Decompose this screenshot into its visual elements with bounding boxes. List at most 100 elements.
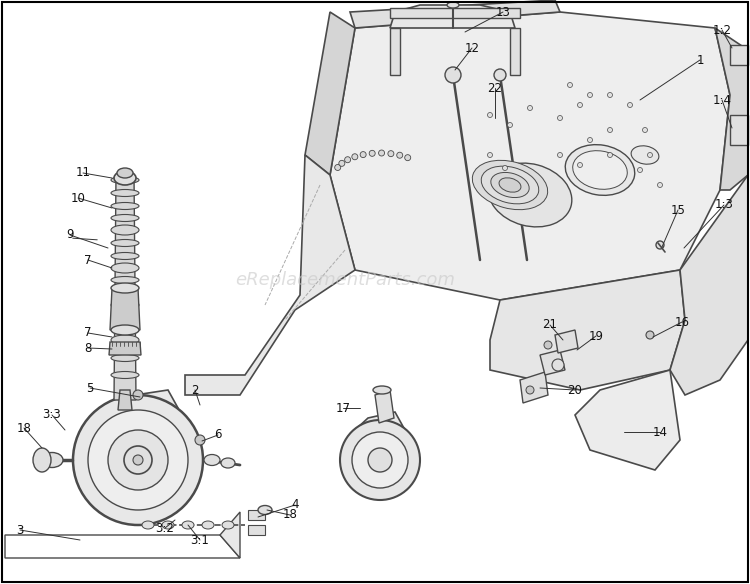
Polygon shape: [540, 350, 565, 375]
Ellipse shape: [114, 171, 136, 185]
Polygon shape: [715, 28, 748, 190]
Circle shape: [124, 446, 152, 474]
Text: 5: 5: [86, 381, 94, 395]
Ellipse shape: [111, 300, 139, 310]
Circle shape: [339, 161, 345, 166]
Polygon shape: [5, 535, 240, 558]
Circle shape: [360, 152, 366, 158]
Ellipse shape: [221, 458, 235, 468]
Text: 7: 7: [84, 253, 92, 266]
Ellipse shape: [142, 521, 154, 529]
Circle shape: [368, 448, 392, 472]
Text: 16: 16: [674, 315, 689, 328]
Ellipse shape: [631, 146, 659, 164]
Polygon shape: [185, 155, 355, 395]
Circle shape: [608, 152, 613, 158]
Polygon shape: [390, 8, 520, 18]
Polygon shape: [114, 175, 136, 400]
Circle shape: [552, 359, 564, 371]
Polygon shape: [575, 370, 680, 470]
Text: 22: 22: [488, 82, 502, 95]
Circle shape: [578, 103, 583, 107]
Circle shape: [557, 116, 562, 120]
Ellipse shape: [566, 145, 634, 196]
Text: 21: 21: [542, 318, 557, 332]
Circle shape: [352, 432, 408, 488]
Text: 6: 6: [214, 429, 222, 442]
Ellipse shape: [111, 214, 139, 221]
Circle shape: [345, 157, 351, 163]
Text: 1:2: 1:2: [712, 23, 731, 36]
Ellipse shape: [111, 354, 139, 361]
Text: 13: 13: [496, 5, 511, 19]
Ellipse shape: [222, 521, 234, 529]
Polygon shape: [109, 342, 141, 355]
Polygon shape: [305, 12, 355, 175]
Circle shape: [379, 150, 385, 156]
Text: 10: 10: [70, 192, 86, 204]
Polygon shape: [390, 5, 515, 28]
Circle shape: [647, 152, 652, 158]
Ellipse shape: [373, 386, 391, 394]
Ellipse shape: [111, 276, 139, 283]
Text: 1: 1: [696, 54, 703, 67]
Circle shape: [334, 165, 340, 171]
Ellipse shape: [490, 172, 530, 197]
Text: 12: 12: [464, 41, 479, 54]
Circle shape: [369, 150, 375, 157]
Circle shape: [527, 106, 532, 110]
Polygon shape: [490, 270, 685, 390]
Ellipse shape: [472, 161, 548, 210]
Ellipse shape: [111, 203, 139, 210]
Ellipse shape: [447, 2, 459, 8]
Text: 20: 20: [568, 384, 583, 397]
Text: 3:2: 3:2: [155, 522, 175, 534]
Polygon shape: [390, 28, 400, 75]
Polygon shape: [350, 0, 560, 28]
Circle shape: [568, 82, 572, 88]
Circle shape: [557, 152, 562, 158]
Circle shape: [638, 168, 643, 172]
Polygon shape: [375, 390, 394, 423]
Circle shape: [352, 154, 358, 160]
Circle shape: [628, 103, 632, 107]
Circle shape: [488, 152, 493, 158]
Ellipse shape: [204, 454, 220, 465]
Circle shape: [340, 420, 420, 500]
Text: eReplacementParts.com: eReplacementParts.com: [235, 272, 455, 289]
Ellipse shape: [33, 448, 51, 472]
Polygon shape: [510, 28, 520, 75]
Text: 18: 18: [283, 509, 298, 522]
Polygon shape: [248, 525, 265, 535]
Ellipse shape: [111, 252, 139, 259]
Ellipse shape: [111, 239, 139, 246]
Text: 2: 2: [191, 384, 199, 397]
Ellipse shape: [111, 371, 139, 378]
Polygon shape: [248, 510, 265, 520]
Ellipse shape: [117, 168, 133, 178]
Circle shape: [658, 182, 662, 187]
Polygon shape: [355, 412, 405, 470]
Polygon shape: [520, 372, 548, 403]
Ellipse shape: [488, 163, 572, 227]
Text: 1:4: 1:4: [712, 93, 731, 106]
Ellipse shape: [111, 263, 139, 273]
Ellipse shape: [258, 506, 272, 515]
Text: 15: 15: [670, 203, 686, 217]
Circle shape: [195, 435, 205, 445]
Polygon shape: [110, 288, 140, 330]
Text: 4: 4: [291, 499, 298, 512]
Circle shape: [578, 162, 583, 168]
Circle shape: [405, 155, 411, 161]
Ellipse shape: [41, 453, 63, 468]
Circle shape: [388, 151, 394, 157]
Ellipse shape: [111, 189, 139, 196]
Text: 7: 7: [84, 326, 92, 339]
Ellipse shape: [573, 151, 627, 189]
Circle shape: [397, 152, 403, 158]
Polygon shape: [98, 390, 178, 455]
Circle shape: [608, 127, 613, 133]
Ellipse shape: [499, 178, 521, 192]
Circle shape: [656, 241, 664, 249]
Polygon shape: [670, 175, 748, 395]
